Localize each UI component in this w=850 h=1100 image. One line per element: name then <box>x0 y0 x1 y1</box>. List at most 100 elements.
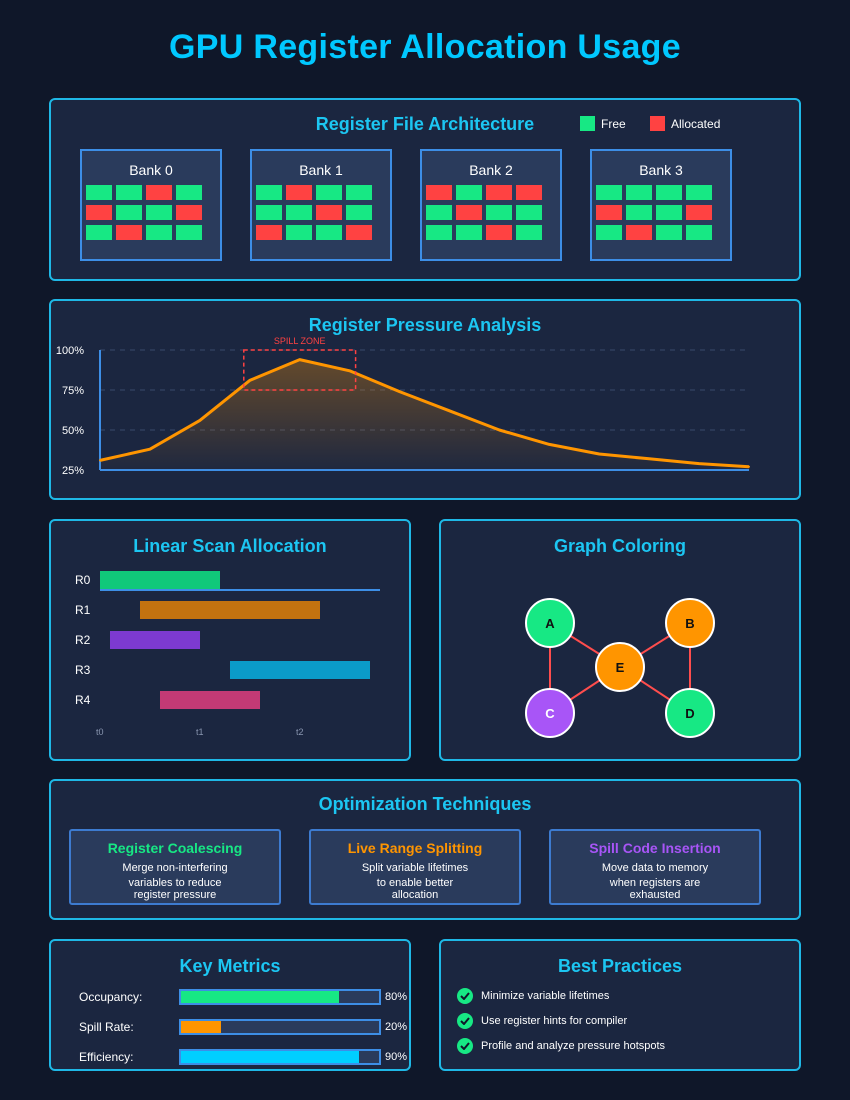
register-cell-free <box>256 185 282 200</box>
live-interval-bar <box>100 571 220 589</box>
technique-title: Live Range Splitting <box>347 840 483 856</box>
technique-description-line: to enable better <box>376 877 454 889</box>
register-cell-free <box>86 225 112 240</box>
register-cell-free <box>146 225 172 240</box>
interference-graph: A B E C D <box>525 598 715 738</box>
register-label: R2 <box>75 633 91 647</box>
register-bank: Bank 2 <box>420 149 562 261</box>
graph-node <box>665 598 715 648</box>
register-label: R4 <box>75 693 91 707</box>
graph-coloring-panel: Graph Coloring A B E C D <box>439 519 801 761</box>
technique-description-line: register pressure <box>133 889 217 901</box>
register-cell-allocated <box>516 185 542 200</box>
practice-item: Profile and analyze pressure hotspots <box>481 1040 666 1052</box>
technique-title: Spill Code Insertion <box>589 840 721 856</box>
register-cell-free <box>516 225 542 240</box>
bank-label: Bank 1 <box>299 162 343 178</box>
graph-node-label: A <box>545 616 555 631</box>
bank-label: Bank 2 <box>469 162 513 178</box>
register-cell-allocated <box>626 225 652 240</box>
register-cell-free <box>86 185 112 200</box>
live-interval-bar <box>160 691 260 709</box>
pressure-point <box>348 369 351 372</box>
pressure-point <box>748 465 750 468</box>
register-cell-free <box>456 185 482 200</box>
register-cell-free <box>516 205 542 220</box>
register-cell-allocated <box>256 225 282 240</box>
pressure-point <box>448 409 451 412</box>
pressure-point <box>648 457 651 460</box>
register-cell-allocated <box>486 185 512 200</box>
pressure-point <box>498 429 501 431</box>
spill-zone-box <box>243 349 357 391</box>
technique-title: Register Coalescing <box>107 840 243 856</box>
metric-bar-fill <box>181 1051 360 1063</box>
legend-free-label: Free <box>601 117 626 131</box>
register-cell-free <box>256 205 282 220</box>
register-cell-free <box>116 185 142 200</box>
technique-description-line: allocation <box>391 889 439 901</box>
graph-node-label: E <box>616 660 625 675</box>
metric-label: Occupancy: <box>79 990 143 1004</box>
register-cell-free <box>686 185 712 200</box>
graph-coloring-title: Graph Coloring <box>554 536 686 556</box>
techniques-panel: Optimization Techniques Register Coalesc… <box>49 779 801 920</box>
y-tick-label: 25% <box>62 465 84 477</box>
register-cell-free <box>456 225 482 240</box>
register-cell-allocated <box>176 205 202 220</box>
time-tick-label: t0 <box>96 727 104 737</box>
metric-bar-fill <box>181 991 340 1003</box>
register-bank: Bank 1 <box>250 149 392 261</box>
register-label: R0 <box>75 573 91 587</box>
register-cell-allocated <box>316 205 342 220</box>
register-cell-allocated <box>146 185 172 200</box>
register-cell-allocated <box>86 205 112 220</box>
technique-description-line: Merge non-interfering <box>122 862 228 874</box>
graph-node <box>595 642 645 692</box>
metric-value: 90% <box>385 1051 408 1063</box>
technique-description-line: Move data to memory <box>601 862 709 874</box>
register-bank: Bank 0 <box>80 149 222 261</box>
technique-description-line: variables to reduce <box>128 877 222 889</box>
technique-card: Live Range Splitting Split variable lifet… <box>309 829 521 905</box>
register-cell-free <box>686 225 712 240</box>
checkmark-icon <box>457 1038 473 1054</box>
register-cell-free <box>656 225 682 240</box>
register-cell-free <box>596 225 622 240</box>
technique-card: Register Coalescing Merge non-interfering… <box>69 829 281 905</box>
pressure-point <box>298 358 301 361</box>
register-cell-free <box>286 205 312 220</box>
register-cell-allocated <box>686 205 712 220</box>
metric-bar-track <box>179 989 381 1005</box>
technique-description: Merge non-interfering variables to reduce… <box>71 862 279 901</box>
page-title: GPU Register Allocation Usage <box>169 28 681 66</box>
metric-bar-track <box>179 1019 381 1035</box>
technique-description-line: when registers are <box>609 877 701 889</box>
register-cell-free <box>596 185 622 200</box>
register-cell-free <box>426 225 452 240</box>
pressure-chart: 100% 75% 50% 25% SPILL ZONE <box>56 336 750 477</box>
register-cell-allocated <box>286 185 312 200</box>
y-tick-label: 100% <box>56 345 84 357</box>
legend-free-swatch <box>580 116 595 131</box>
graph-node-label: C <box>545 706 555 721</box>
technique-description: Move data to memory when registers are exh… <box>551 862 759 901</box>
practices-panel: Best Practices Minimize variable lifetim… <box>439 939 801 1071</box>
register-cell-free <box>656 205 682 220</box>
register-cell-free <box>656 185 682 200</box>
scan-position-line <box>100 589 380 591</box>
register-cell-free <box>176 185 202 200</box>
bank-label: Bank 3 <box>639 162 683 178</box>
legend-allocated-swatch <box>650 116 665 131</box>
register-cell-free <box>316 185 342 200</box>
metrics-panel: Key Metrics Occupancy: 80% Spill Rate: 20% E… <box>49 939 411 1071</box>
register-cell-allocated <box>426 185 452 200</box>
practice-item: Minimize variable lifetimes <box>481 990 610 1002</box>
pressure-title: Register Pressure Analysis <box>308 315 542 335</box>
y-tick-label: 50% <box>62 425 84 437</box>
spill-zone-label: SPILL ZONE <box>274 336 326 346</box>
techniques-title: Optimization Techniques <box>318 794 532 814</box>
live-interval-bar <box>230 661 370 679</box>
register-cell-free <box>286 225 312 240</box>
live-interval-bar <box>110 631 200 649</box>
